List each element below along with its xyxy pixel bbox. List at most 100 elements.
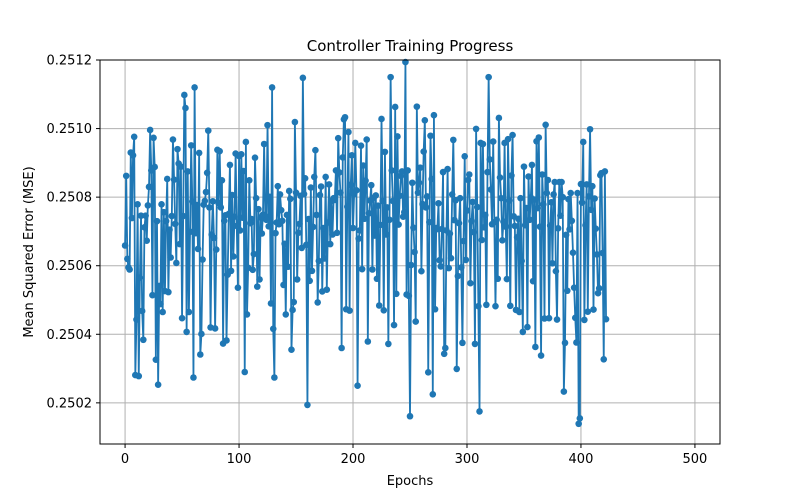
data-point	[405, 292, 413, 300]
data-point	[238, 150, 245, 158]
data-point	[586, 125, 594, 133]
data-point	[178, 314, 186, 322]
data-point	[255, 205, 262, 213]
data-point	[287, 195, 294, 203]
data-point	[353, 186, 360, 194]
data-point	[426, 218, 433, 226]
data-point	[444, 165, 451, 173]
data-point	[442, 344, 449, 352]
data-point	[486, 156, 494, 163]
data-point	[383, 204, 391, 211]
data-point	[289, 306, 296, 314]
data-point	[592, 225, 600, 232]
data-point	[548, 198, 555, 206]
data-point	[192, 229, 200, 237]
data-point	[578, 199, 586, 206]
data-point	[203, 169, 211, 177]
data-point	[589, 182, 596, 190]
data-point	[323, 286, 331, 294]
data-point	[345, 128, 352, 136]
data-point	[453, 365, 461, 373]
data-point	[422, 204, 430, 211]
data-point	[242, 138, 250, 146]
data-point	[503, 275, 511, 283]
data-point	[322, 173, 329, 181]
data-point	[358, 265, 366, 273]
data-point	[226, 161, 234, 169]
data-point	[374, 202, 382, 210]
data-point	[431, 305, 439, 313]
data-point	[427, 132, 434, 140]
data-point	[386, 216, 393, 224]
data-point	[241, 368, 249, 376]
data-point	[525, 173, 532, 180]
data-point	[509, 131, 516, 139]
y-axis-label: Mean Squared Error (MSE)	[22, 166, 37, 337]
data-point	[362, 177, 369, 184]
data-point	[557, 212, 564, 219]
data-point	[401, 208, 408, 216]
y-tick-label: 0.2502	[47, 396, 93, 411]
data-point	[253, 283, 261, 290]
data-point	[308, 267, 316, 275]
data-point	[313, 211, 320, 219]
data-point	[412, 318, 420, 325]
data-point	[336, 169, 343, 176]
data-point	[300, 190, 308, 198]
data-point	[171, 220, 179, 228]
data-point	[179, 212, 187, 220]
data-point	[511, 222, 519, 230]
data-point	[595, 285, 603, 292]
data-point	[153, 217, 161, 225]
data-point	[133, 316, 140, 323]
data-point	[121, 242, 129, 249]
data-point	[513, 233, 521, 241]
data-point	[157, 300, 164, 308]
x-axis-label: Epochs	[387, 474, 434, 489]
data-point	[223, 337, 230, 344]
data-point	[429, 390, 437, 398]
x-tick-label: 100	[227, 452, 252, 467]
series-markers	[121, 58, 610, 428]
data-point	[251, 154, 259, 162]
data-point	[516, 308, 523, 316]
data-point	[166, 226, 173, 234]
data-point	[176, 240, 184, 248]
data-point	[532, 343, 539, 351]
data-point	[388, 167, 396, 174]
data-point	[181, 91, 188, 99]
data-point	[581, 316, 588, 324]
data-point	[279, 217, 286, 225]
data-point	[302, 241, 310, 249]
data-point	[348, 152, 356, 159]
data-point	[468, 217, 475, 225]
data-point	[168, 212, 176, 220]
data-point	[220, 217, 228, 225]
data-point	[206, 204, 213, 211]
data-point	[130, 133, 138, 141]
data-point	[570, 284, 578, 291]
data-point	[416, 164, 424, 171]
data-point	[424, 369, 432, 376]
x-tick-label: 300	[455, 452, 480, 467]
data-point	[354, 382, 361, 390]
data-point	[310, 173, 318, 181]
data-point	[470, 228, 478, 236]
y-tick-label: 0.2504	[47, 328, 93, 343]
data-point	[122, 172, 130, 180]
data-point	[141, 224, 148, 231]
data-point	[518, 257, 525, 265]
data-point	[280, 281, 287, 289]
data-point	[382, 231, 390, 238]
data-point	[163, 175, 171, 183]
data-point	[521, 221, 529, 229]
data-point	[421, 117, 429, 124]
data-point	[576, 414, 584, 422]
data-point	[249, 266, 257, 274]
data-point	[522, 204, 530, 212]
data-point	[600, 356, 608, 363]
data-point	[480, 224, 488, 231]
data-point	[467, 279, 474, 287]
data-point	[231, 213, 238, 220]
